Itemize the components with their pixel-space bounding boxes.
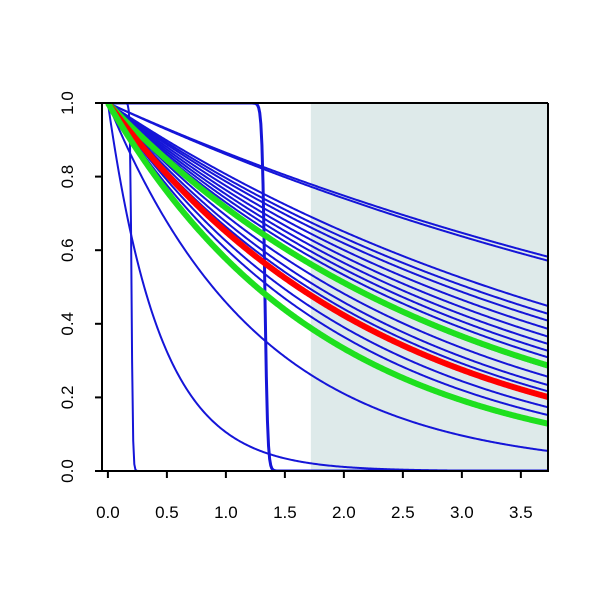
y-tick-label: 0.6 (58, 238, 77, 262)
series-line-blue-1 (107, 103, 548, 262)
y-axis: 0.0 0.2 0.4 0.6 0.8 1.0 (58, 91, 102, 483)
series-line-blue-2 (107, 103, 548, 307)
series-line-blue-15 (107, 103, 548, 409)
x-tick-label: 1.0 (214, 503, 238, 522)
x-tick-label: 0.0 (96, 503, 120, 522)
y-tick-label: 0.8 (58, 165, 77, 189)
x-tick-label: 2.5 (391, 503, 415, 522)
x-tick-label: 3.0 (450, 503, 474, 522)
series-line-blue-12 (107, 103, 548, 387)
series-line-blue-11 (107, 103, 548, 378)
series-line-blue-3 (107, 103, 548, 315)
axes-frame (101, 102, 549, 472)
x-tick-label: 1.5 (273, 503, 297, 522)
series-line-red-22 (105, 103, 548, 400)
series-line-blue-8 (107, 103, 548, 352)
series-line-blue-16 (107, 103, 548, 417)
y-tick-label: 0.2 (58, 386, 77, 410)
series-line-blue-4 (107, 103, 548, 322)
series-line-blue-5 (107, 103, 548, 330)
series-line-green-23 (105, 103, 548, 427)
x-tick-label: 3.5 (509, 503, 533, 522)
y-tick-label: 0.4 (58, 312, 77, 336)
y-tick-label: 0.0 (58, 459, 77, 483)
x-tick-label: 2.0 (332, 503, 356, 522)
series-line-blue-7 (107, 103, 548, 345)
x-axis: 0.0 0.5 1.0 1.5 2.0 2.5 3.0 3.5 (96, 471, 533, 522)
x-tick-label: 0.5 (155, 503, 179, 522)
series-line-blue-17 (106, 103, 548, 452)
y-tick-label: 1.0 (58, 91, 77, 115)
series-line-green-21 (105, 103, 548, 369)
series-line-blue-6 (107, 103, 548, 338)
